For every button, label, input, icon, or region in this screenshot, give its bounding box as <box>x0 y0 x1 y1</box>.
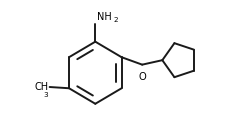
Text: 3: 3 <box>44 92 48 99</box>
Text: 2: 2 <box>113 17 118 22</box>
Text: NH: NH <box>97 12 112 22</box>
Text: O: O <box>138 72 146 82</box>
Text: CH: CH <box>34 82 48 92</box>
